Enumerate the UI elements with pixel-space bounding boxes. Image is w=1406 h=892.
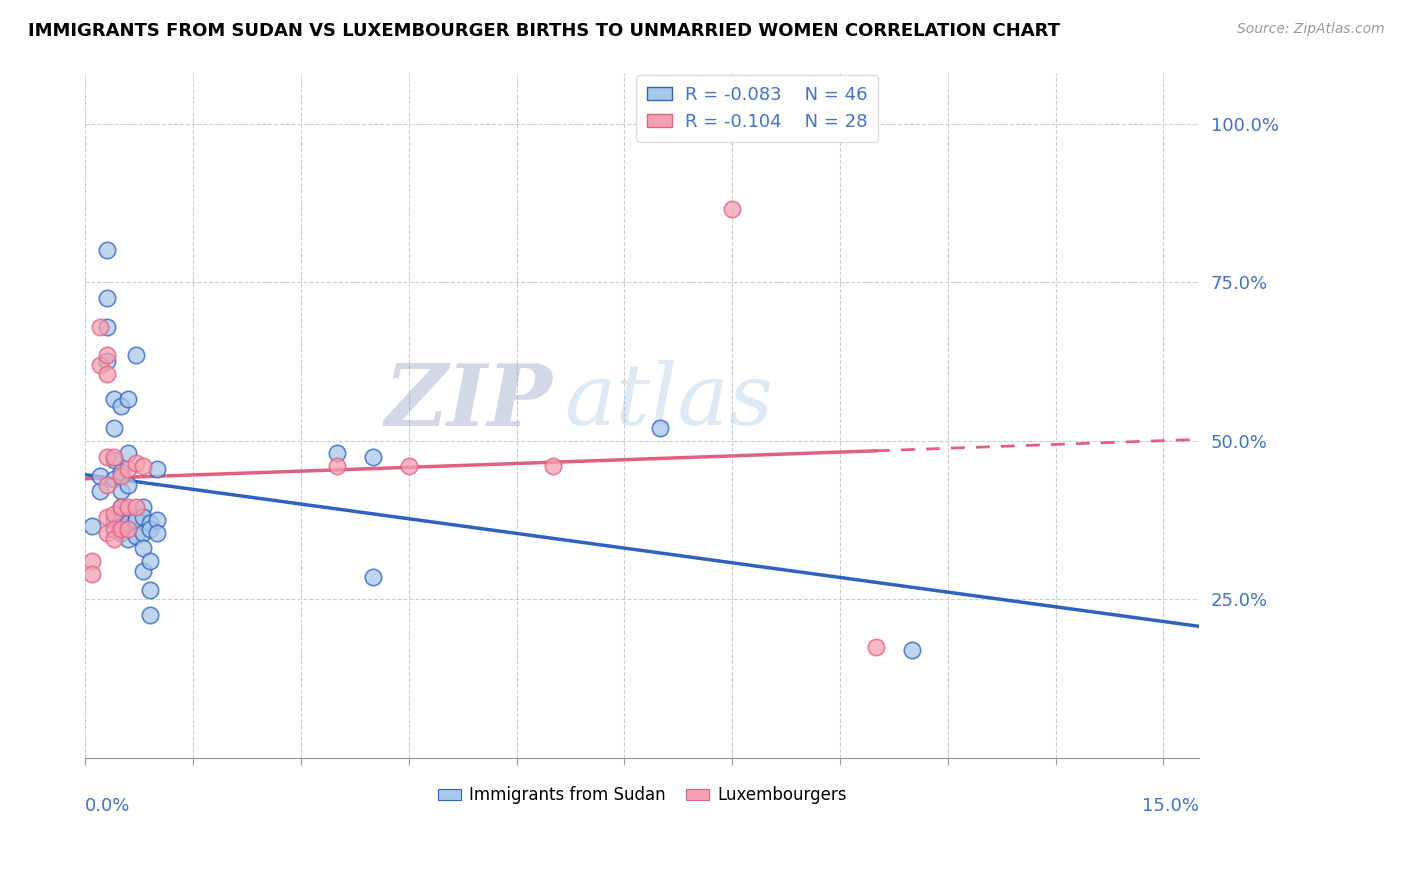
Text: 0.0%: 0.0% xyxy=(86,797,131,814)
Point xyxy=(96,354,118,368)
Point xyxy=(117,446,139,460)
Point xyxy=(103,421,125,435)
Point xyxy=(146,513,169,527)
Point xyxy=(139,554,162,568)
Point xyxy=(146,525,169,540)
Point xyxy=(103,532,125,546)
Point xyxy=(132,525,155,540)
Point xyxy=(132,500,155,515)
Point xyxy=(139,516,162,530)
Point xyxy=(96,319,118,334)
Point xyxy=(103,392,125,407)
Point xyxy=(117,462,139,476)
Point xyxy=(326,446,349,460)
Point xyxy=(139,523,162,537)
Point xyxy=(124,456,146,470)
Point xyxy=(89,484,111,499)
Point xyxy=(110,399,132,413)
Point xyxy=(124,513,146,527)
Point xyxy=(110,523,132,537)
Point xyxy=(124,509,146,524)
Point xyxy=(82,519,104,533)
Point xyxy=(96,478,118,492)
Point xyxy=(139,582,162,597)
Point xyxy=(89,319,111,334)
Point xyxy=(89,468,111,483)
Point xyxy=(103,452,125,467)
Point xyxy=(865,640,887,654)
Point xyxy=(96,367,118,381)
Point xyxy=(398,458,420,473)
Point xyxy=(110,484,132,499)
Point xyxy=(110,466,132,480)
Point xyxy=(650,421,672,435)
Point xyxy=(82,566,104,581)
Point xyxy=(117,532,139,546)
Point xyxy=(146,462,169,476)
Point xyxy=(132,458,155,473)
Point xyxy=(901,643,924,657)
Point xyxy=(96,291,118,305)
Point xyxy=(721,202,744,217)
Point xyxy=(82,554,104,568)
Point xyxy=(96,509,118,524)
Point xyxy=(110,468,132,483)
Point xyxy=(96,525,118,540)
Text: atlas: atlas xyxy=(564,360,773,443)
Point xyxy=(103,513,125,527)
Text: 15.0%: 15.0% xyxy=(1143,797,1199,814)
Point xyxy=(541,458,564,473)
Point xyxy=(110,500,132,515)
Text: Source: ZipAtlas.com: Source: ZipAtlas.com xyxy=(1237,22,1385,37)
Point xyxy=(361,450,384,464)
Point xyxy=(132,509,155,524)
Point xyxy=(132,564,155,578)
Legend: Immigrants from Sudan, Luxembourgers: Immigrants from Sudan, Luxembourgers xyxy=(432,780,853,811)
Point xyxy=(124,529,146,543)
Point xyxy=(110,513,132,527)
Text: IMMIGRANTS FROM SUDAN VS LUXEMBOURGER BIRTHS TO UNMARRIED WOMEN CORRELATION CHAR: IMMIGRANTS FROM SUDAN VS LUXEMBOURGER BI… xyxy=(28,22,1060,40)
Text: ZIP: ZIP xyxy=(385,359,553,443)
Point xyxy=(96,348,118,362)
Point xyxy=(132,541,155,556)
Point xyxy=(110,519,132,533)
Point xyxy=(103,507,125,521)
Point xyxy=(89,358,111,372)
Point xyxy=(139,607,162,622)
Point xyxy=(103,450,125,464)
Point xyxy=(124,500,146,515)
Point xyxy=(361,570,384,584)
Point xyxy=(124,348,146,362)
Point xyxy=(96,450,118,464)
Point xyxy=(110,525,132,540)
Point xyxy=(117,500,139,515)
Point xyxy=(103,472,125,486)
Point xyxy=(103,523,125,537)
Point xyxy=(117,516,139,530)
Point xyxy=(110,500,132,515)
Point xyxy=(326,458,349,473)
Point xyxy=(117,523,139,537)
Point xyxy=(117,392,139,407)
Point xyxy=(96,244,118,258)
Point xyxy=(117,478,139,492)
